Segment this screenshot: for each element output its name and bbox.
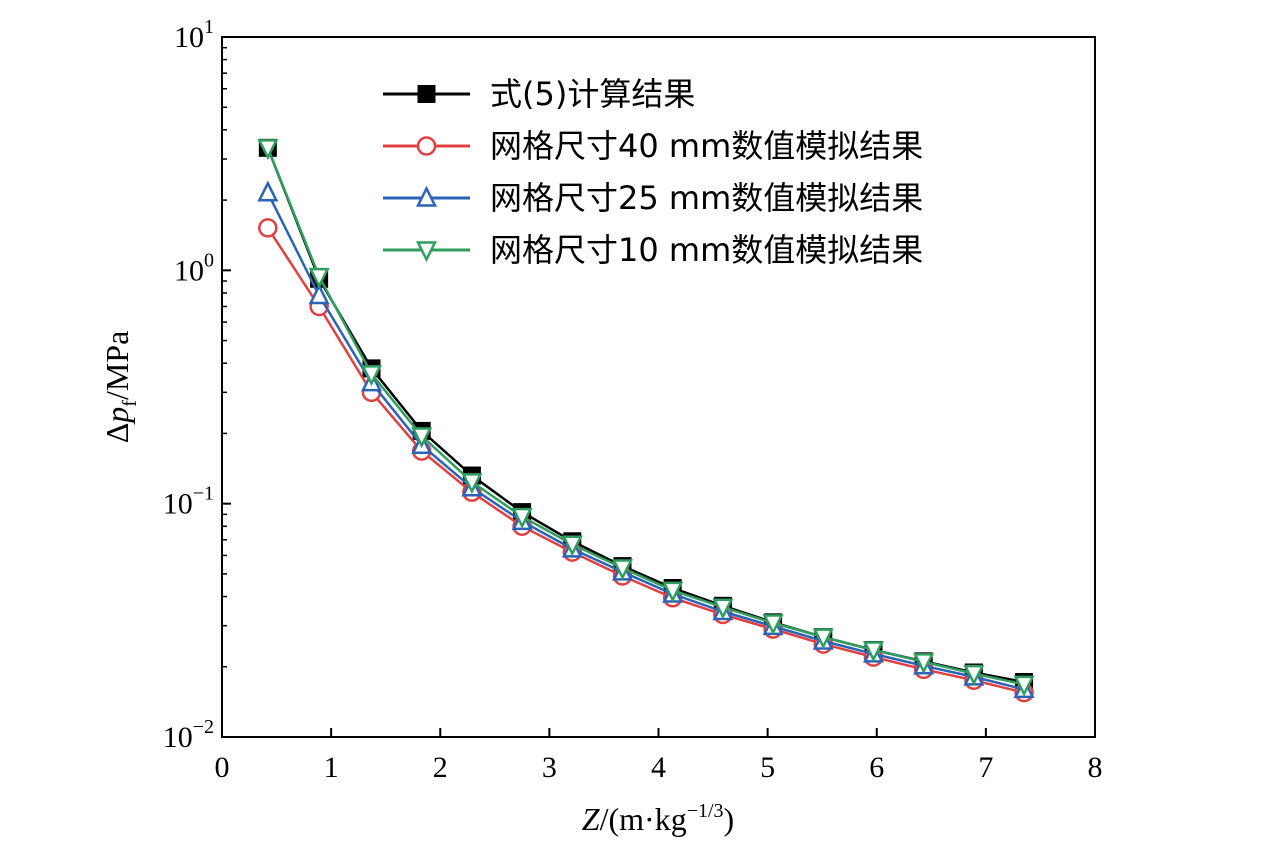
data-point (257, 180, 279, 202)
series-layer (257, 138, 1035, 703)
x-axis-label-exp: −1/3 (687, 800, 724, 822)
series-line (266, 227, 1025, 694)
x-tick-label: 3 (542, 751, 557, 784)
data-point (812, 628, 834, 650)
data-point (611, 559, 634, 581)
legend-entry: 式(5)计算结果 (383, 75, 695, 113)
data-point (258, 218, 278, 238)
data-point (308, 267, 330, 289)
series-line (266, 192, 1025, 691)
y-tick-label: 10−1 (163, 483, 214, 521)
data-point (561, 535, 583, 557)
series-1 (258, 138, 1034, 692)
data-point (712, 598, 734, 620)
x-axis-label-close: ) (724, 801, 735, 837)
data-point (963, 664, 985, 686)
legend-entry: 网格尺寸40 mm数值模拟结果 (383, 127, 923, 165)
data-point (416, 136, 437, 156)
legend-label: 网格尺寸25 mm数值模拟结果 (490, 179, 923, 217)
x-axis-label-var: Z (582, 801, 601, 837)
data-point (762, 614, 784, 636)
legend-entry: 网格尺寸10 mm数值模拟结果 (383, 231, 923, 269)
data-point (1013, 675, 1035, 697)
y-axis-label-unit: /MPa (99, 331, 135, 400)
y-axis-label-var: p (99, 407, 135, 425)
x-axis-label-rest: /(m·kg (600, 801, 687, 837)
data-point (415, 241, 438, 263)
data-point (411, 427, 433, 449)
data-point (415, 185, 438, 207)
data-point (862, 641, 884, 663)
y-axis-label-sub: f (119, 400, 141, 407)
y-axis-label: Δpf/MPa (99, 331, 141, 444)
y-tick-label: 100 (174, 249, 214, 287)
legend-label: 网格尺寸40 mm数值模拟结果 (490, 127, 923, 165)
x-tick-label: 2 (433, 751, 448, 784)
data-point (257, 139, 279, 161)
x-tick-label: 1 (324, 751, 339, 784)
data-point (511, 507, 533, 529)
x-tick-label: 7 (978, 751, 993, 784)
x-tick-label: 6 (869, 751, 884, 784)
series-line (266, 147, 1025, 684)
legend-label: 式(5)计算结果 (490, 75, 695, 113)
legend-entry: 网格尺寸25 mm数值模拟结果 (383, 179, 923, 217)
x-tick-label: 0 (215, 751, 230, 784)
series-4 (257, 139, 1035, 697)
y-tick-label: 10−2 (163, 716, 214, 754)
data-point (308, 283, 330, 305)
x-tick-label: 5 (760, 751, 775, 784)
data-point (913, 653, 935, 675)
x-tick-label: 8 (1088, 751, 1103, 784)
y-tick-label: 101 (174, 16, 214, 54)
data-point (662, 581, 684, 603)
data-point (417, 85, 436, 103)
series-2 (258, 218, 1034, 703)
y-axis-label-delta: Δ (99, 423, 135, 444)
data-point (360, 365, 383, 387)
y-axis-ticks: 10−2 10−1 100 101 (163, 16, 231, 754)
x-axis-ticks: 0 1 2 3 4 5 6 7 8 (215, 728, 1103, 784)
legend-label: 网格尺寸10 mm数值模拟结果 (490, 231, 923, 269)
x-tick-label: 4 (651, 751, 666, 784)
data-point (461, 473, 483, 495)
series-line (266, 147, 1025, 686)
x-axis-label: Z/(m·kg−1/3) (582, 800, 734, 837)
